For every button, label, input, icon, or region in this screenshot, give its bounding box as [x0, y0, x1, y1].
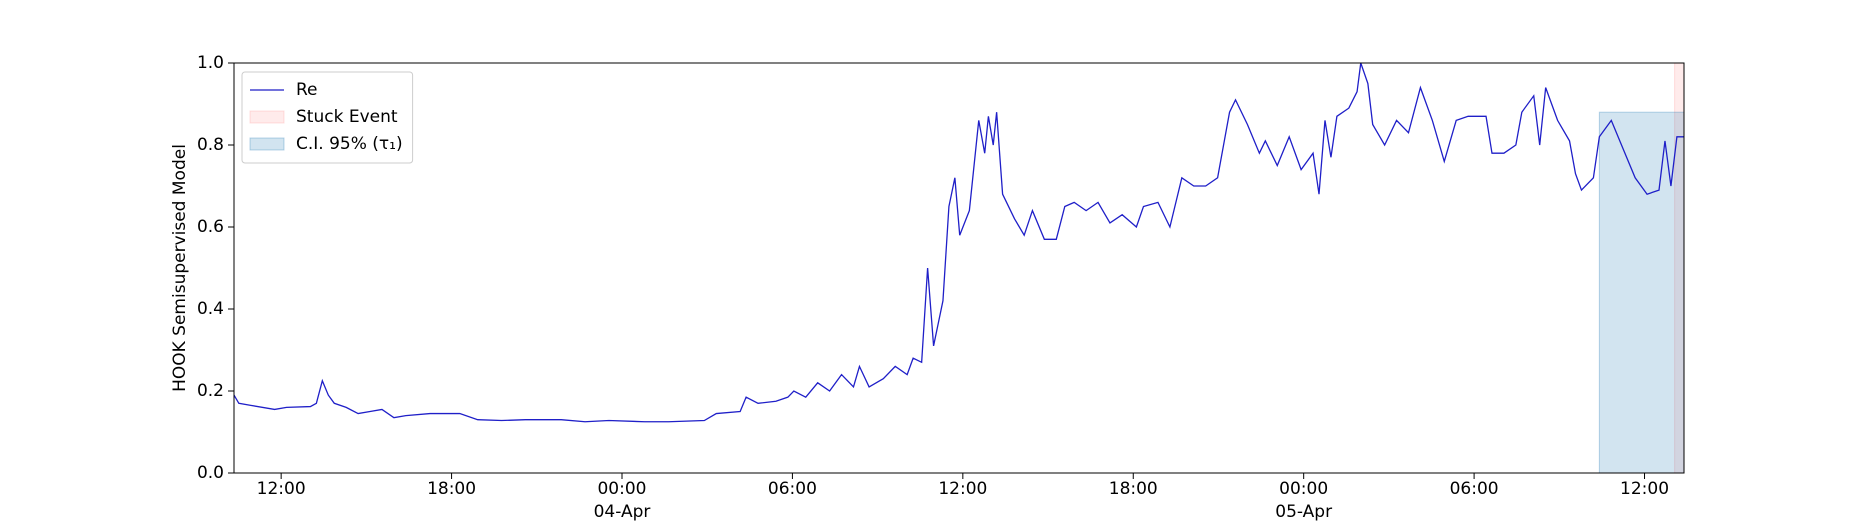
x-date-label: 05-Apr	[1275, 502, 1332, 522]
x-tick-label: 06:00	[1450, 479, 1499, 499]
x-tick-label: 06:00	[768, 479, 817, 499]
y-tick-label: 0.8	[197, 135, 224, 155]
shaded-region	[1598, 111, 1685, 474]
x-tick-label: 18:00	[427, 479, 476, 499]
y-tick-label: 0.6	[197, 217, 224, 237]
x-tick-label: 00:00	[1279, 479, 1328, 499]
legend-patch	[249, 110, 285, 124]
y-tick-label: 0.2	[197, 381, 224, 401]
legend-patch	[249, 137, 285, 151]
y-tick-label: 0.4	[197, 299, 224, 319]
legend-box	[241, 71, 414, 164]
x-tick-label: 12:00	[257, 479, 306, 499]
legend-label: C.I. 95% (τ₁)	[296, 134, 403, 154]
x-date-label: 04-Apr	[594, 502, 651, 522]
x-tick-label: 12:00	[1620, 479, 1669, 499]
x-tick-label: 18:00	[1109, 479, 1158, 499]
x-tick-label: 12:00	[938, 479, 987, 499]
legend-label: Re	[296, 80, 318, 100]
legend: Re Stuck Event C.I. 95% (τ₁)	[241, 71, 414, 164]
plot-frame	[233, 62, 1685, 474]
data-line	[233, 62, 1684, 423]
y-tick-label: 0.0	[197, 463, 224, 483]
x-date-label: 1900	[600, 523, 643, 525]
y-tick-label: 1.0	[197, 53, 224, 73]
y-axis-label: HOOK Semisupervised Model	[170, 144, 190, 392]
x-tick-label: 00:00	[597, 479, 646, 499]
legend-label: Stuck Event	[296, 107, 398, 127]
